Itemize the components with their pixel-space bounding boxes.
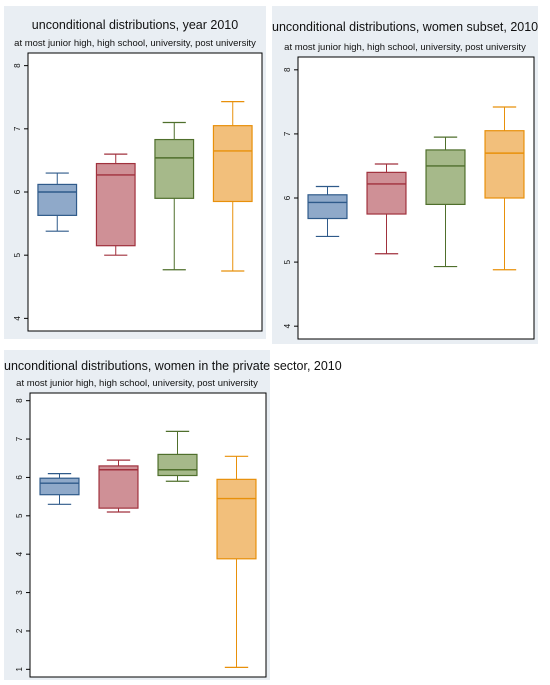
- y-tick-label: 5: [15, 513, 24, 518]
- box-4: [212, 101, 253, 272]
- iqr-box: [212, 125, 253, 203]
- y-tick-label: 4: [15, 551, 24, 556]
- y-tick-label: 1: [15, 667, 24, 672]
- iqr-box: [307, 194, 348, 220]
- box-1: [307, 185, 348, 238]
- y-tick-label: 8: [283, 67, 292, 72]
- iqr-box: [366, 171, 407, 215]
- chart-panel-women-subset: unconditional distributions, women subse…: [272, 6, 538, 344]
- y-tick-label: 5: [283, 259, 292, 264]
- y-tick-label: 6: [13, 189, 22, 194]
- chart-subtitle: at most junior high, high school, univer…: [16, 378, 258, 389]
- box-plot: 4 5 6 7 8: [13, 52, 263, 332]
- iqr-box: [95, 162, 136, 247]
- iqr-box: [157, 453, 198, 477]
- chart-subtitle: at most junior high, high school, univer…: [14, 38, 256, 49]
- box-3: [154, 121, 195, 271]
- y-tick-label: 7: [15, 436, 24, 441]
- box-4: [484, 106, 525, 271]
- iqr-box: [98, 465, 139, 509]
- chart-panel-women-private-sector: unconditional distributions, women in th…: [4, 350, 342, 680]
- box-2: [366, 163, 407, 255]
- y-tick-label: 3: [15, 590, 24, 595]
- box-3: [157, 430, 198, 482]
- chart-subtitle: at most junior high, high school, univer…: [284, 42, 526, 53]
- y-tick-label: 5: [13, 252, 22, 257]
- y-tick-label: 2: [15, 628, 24, 633]
- chart-panel-year-2010: unconditional distributions, year 2010 a…: [4, 6, 266, 339]
- y-tick-label: 6: [15, 475, 24, 480]
- chart-title: unconditional distributions, women in th…: [4, 359, 342, 373]
- box-plot: 4 5 6 7 8: [283, 56, 535, 340]
- box-2: [98, 459, 139, 513]
- y-tick-label: 4: [13, 316, 22, 321]
- box-1: [37, 172, 78, 232]
- chart-title: unconditional distributions, year 2010: [31, 18, 239, 32]
- chart-title: unconditional distributions, women subse…: [272, 20, 539, 34]
- box-4: [216, 455, 257, 669]
- y-tick-label: 8: [13, 63, 22, 68]
- y-tick-label: 7: [283, 131, 292, 136]
- iqr-box: [425, 149, 466, 206]
- iqr-box: [154, 138, 195, 199]
- box-3: [425, 136, 466, 268]
- y-tick-label: 6: [283, 195, 292, 200]
- iqr-box: [37, 183, 78, 216]
- box-plot: 1 2 3 4 5 6 7 8: [15, 392, 267, 678]
- y-tick-label: 7: [13, 126, 22, 131]
- box-1: [39, 472, 80, 505]
- iqr-box: [39, 477, 80, 496]
- box-2: [95, 153, 136, 256]
- y-tick-label: 4: [283, 323, 292, 328]
- iqr-box: [216, 478, 257, 560]
- y-tick-label: 8: [15, 398, 24, 403]
- iqr-box: [484, 130, 525, 199]
